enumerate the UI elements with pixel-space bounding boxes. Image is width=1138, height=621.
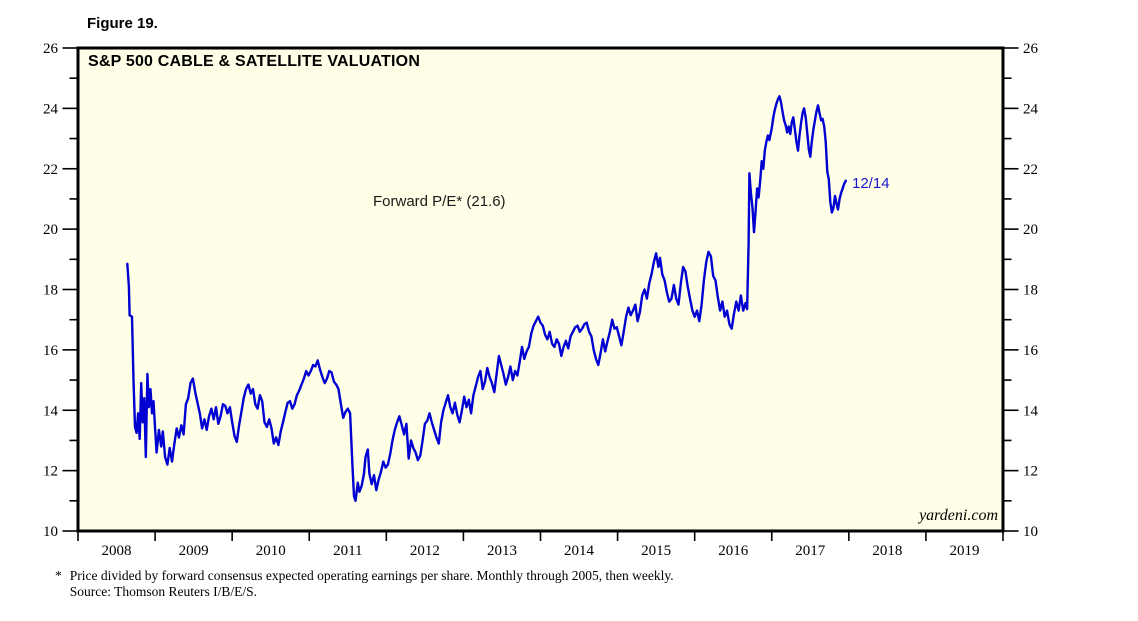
watermark: yardeni.com (919, 507, 998, 524)
x-axis-label: 2015 (641, 543, 671, 559)
footnote-marker: * (55, 568, 62, 583)
y-axis-label-right: 12 (1023, 464, 1038, 480)
y-axis-label-right: 22 (1023, 162, 1038, 178)
y-axis-label-left: 26 (43, 41, 59, 57)
latest-value-label: 12/14 (852, 175, 890, 192)
x-axis-label: 2008 (102, 543, 132, 559)
y-axis-label-right: 20 (1023, 222, 1038, 238)
footnote: * Price divided by forward consensus exp… (55, 568, 674, 600)
plot-frame (76, 46, 1005, 533)
footnote-definition: Price divided by forward consensus expec… (69, 568, 674, 583)
x-axis-label: 2011 (333, 543, 362, 559)
y-axis-label-left: 10 (43, 524, 58, 540)
x-axis-label: 2012 (410, 543, 440, 559)
x-axis-label: 2009 (179, 543, 209, 559)
x-axis-label: 2016 (718, 543, 749, 559)
x-axis-label: 2010 (256, 543, 286, 559)
forward-pe-line (126, 95, 847, 502)
y-axis-label-left: 14 (43, 403, 59, 419)
y-axis-label-right: 14 (1023, 403, 1039, 419)
y-axis-label-left: 16 (43, 343, 59, 359)
x-axis-label: 2019 (949, 543, 979, 559)
x-axis-label: 2014 (564, 543, 595, 559)
y-axis-label-left: 24 (43, 101, 59, 117)
y-axis-label-left: 20 (43, 222, 58, 238)
y-axis-label-left: 12 (43, 464, 58, 480)
x-axis-label: 2018 (872, 543, 902, 559)
chart-title: S&P 500 CABLE & SATELLITE VALUATION (88, 53, 421, 70)
series-label: Forward P/E* (21.6) (373, 193, 506, 210)
y-axis-label-right: 16 (1023, 343, 1039, 359)
x-axis-label: 2013 (487, 543, 517, 559)
y-axis-label-left: 18 (43, 283, 58, 299)
x-axis-label: 2017 (795, 543, 826, 559)
y-axis-label-right: 18 (1023, 283, 1038, 299)
y-axis-label-right: 24 (1023, 101, 1039, 117)
y-axis-label-right: 26 (1023, 41, 1039, 57)
footnote-source: Source: Thomson Reuters I/B/E/S. (69, 584, 257, 599)
y-axis-label-right: 10 (1023, 524, 1038, 540)
figure-label: Figure 19. (87, 15, 158, 32)
y-axis-label-left: 22 (43, 162, 58, 178)
